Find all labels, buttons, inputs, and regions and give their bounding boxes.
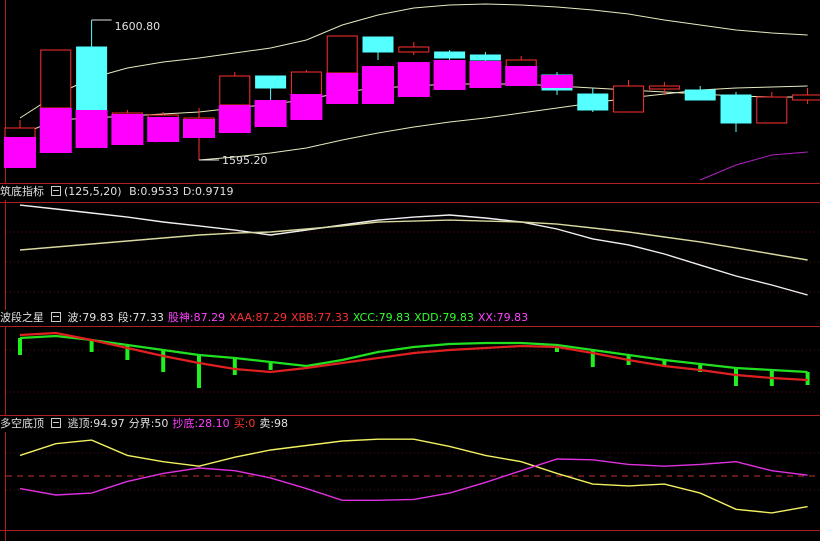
indicator-line [700,151,808,181]
series-line [19,334,808,374]
candle-body [756,96,788,124]
annotation-label: 1600.80 [115,20,161,33]
candle-body [720,94,752,124]
candle-body [219,75,251,106]
candle-body [76,46,108,111]
readout: 波:79.83 [67,311,114,324]
series-line [19,219,808,261]
readout: XBB:77.33 [291,311,349,324]
energy-box [290,94,323,120]
indicator-line [198,85,808,161]
readout: 买:0 [233,417,256,430]
readout: 逃顶:94.97 [67,417,125,430]
energy-box [183,119,215,138]
panel-header: 波段之星 波:79.83 段:77.33 股神:87.29 XAA:87.29 XBB:… [0,310,820,326]
readout: 段:77.33 [117,311,164,324]
readout: XAA:87.29 [229,311,288,324]
energy-box [469,61,502,88]
panel-title: 波段之星 [0,311,44,324]
readout: XDD:79.83 [414,311,474,324]
readout: D:0.9719 [182,185,234,198]
candle-body [613,85,645,113]
candle-body [255,75,287,89]
candle-body [469,54,501,61]
energy-box [4,137,36,168]
series-line [19,438,808,514]
energy-box [541,75,573,88]
readout: B:0.9533 [129,185,179,198]
candle-body [326,35,358,74]
candle-body [362,36,394,53]
energy-box [254,100,287,127]
candle-body [684,89,716,101]
readout: 股神:87.29 [167,311,226,324]
panel-title: 多空底顶 [0,417,44,430]
energy-box [433,60,466,90]
candle-body [398,46,430,53]
energy-box [326,73,359,104]
panel-header: 筑底指标 (125,5,20) B:0.9533 D:0.9719 [0,184,820,200]
energy-box [39,108,72,153]
readout: 卖:98 [259,417,289,430]
readout: XCC:79.83 [352,311,411,324]
candle-body [648,85,680,90]
candle-body [577,93,609,111]
energy-box [218,105,251,133]
energy-box [362,66,394,104]
candle-body [40,49,72,109]
series-line [19,458,808,501]
dotted-guides [6,231,820,491]
energy-box [75,110,108,148]
indicator-line [19,3,808,119]
readout: 抄底:28.10 [172,417,230,430]
energy-box [147,117,180,142]
candle-body [792,94,820,101]
candle-body [290,71,322,96]
panel-title: 筑底指标 [0,185,44,198]
readout: XX:79.83 [477,311,529,324]
series-line [19,204,808,296]
energy-box [505,66,538,86]
readout: 分界:50 [128,417,169,430]
energy-box [397,62,430,97]
candle-body [434,51,466,59]
panel-params: (125,5,20) [64,185,122,198]
series-line [19,331,808,382]
annotation-label: 1595.20 [222,154,268,167]
panel-header: 多空底顶 逃顶:94.97 分界:50 抄底:28.10 买:0 卖:98 [0,416,820,432]
energy-box [111,114,144,145]
